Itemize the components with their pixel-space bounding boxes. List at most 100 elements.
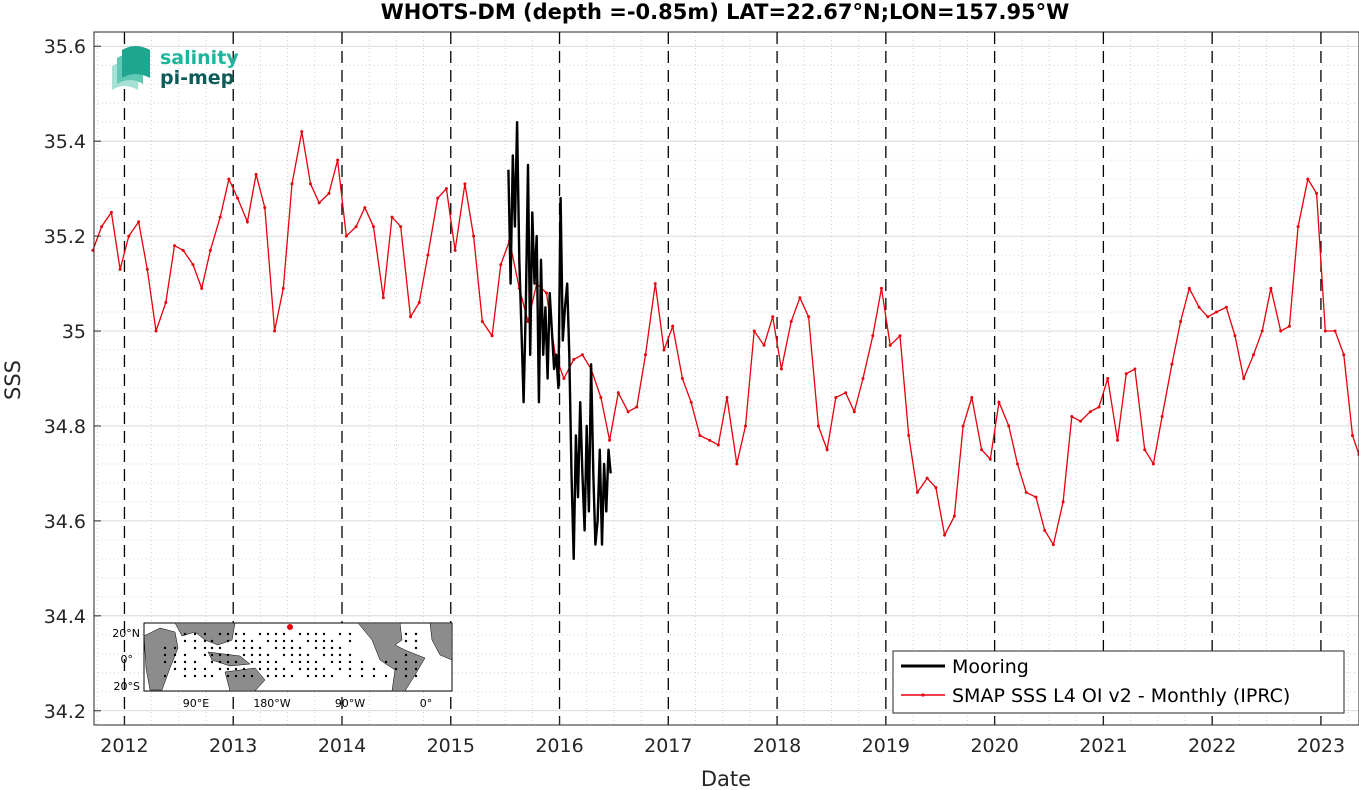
buoy-dot bbox=[218, 646, 222, 650]
inset-map: 20°N 0° 20°S 90°E 180°W 90°W 0° bbox=[112, 622, 453, 710]
smap-point bbox=[254, 172, 258, 176]
buoy-dot bbox=[404, 653, 408, 657]
buoy-dot bbox=[210, 646, 214, 650]
buoy-dot bbox=[348, 653, 352, 657]
buoy-dot bbox=[226, 667, 230, 671]
buoy-dot bbox=[338, 653, 342, 657]
buoy-dot bbox=[348, 632, 352, 636]
smap-point bbox=[1224, 305, 1228, 309]
y-tick-label: 35.6 bbox=[44, 36, 86, 58]
buoy-dot bbox=[173, 667, 177, 671]
logo-text-pi-mep: pi-mep bbox=[160, 67, 234, 89]
buoy-dot bbox=[193, 646, 197, 650]
salinity-pi-mep-logo: salinity pi-mep bbox=[112, 46, 239, 90]
smap-point bbox=[572, 358, 576, 362]
y-tick-label: 35 bbox=[62, 321, 86, 343]
buoy-dot bbox=[282, 632, 286, 636]
buoy-dot bbox=[330, 674, 334, 678]
smap-point bbox=[499, 263, 503, 267]
smap-point bbox=[988, 457, 992, 461]
buoy-dot bbox=[210, 660, 214, 664]
buoy-dot bbox=[306, 674, 310, 678]
smap-point bbox=[1233, 334, 1237, 338]
buoy-dot bbox=[322, 653, 326, 657]
buoy-dot bbox=[183, 632, 187, 636]
legend-smap-label: SMAP SSS L4 OI v2 - Monthly (IPRC) bbox=[952, 685, 1290, 707]
buoy-dot bbox=[314, 639, 318, 643]
buoy-dot bbox=[414, 660, 418, 664]
buoy-dot bbox=[384, 674, 388, 678]
smap-point bbox=[1315, 191, 1319, 195]
smap-point bbox=[708, 438, 712, 442]
smap-point bbox=[381, 296, 385, 300]
y-tick-label: 35.4 bbox=[44, 131, 86, 153]
logo-text-salinity: salinity bbox=[160, 47, 239, 69]
smap-point bbox=[164, 301, 168, 305]
smap-point bbox=[580, 353, 584, 357]
buoy-dot bbox=[298, 653, 302, 657]
smap-point bbox=[1160, 414, 1164, 418]
buoy-dot bbox=[274, 639, 278, 643]
buoy-dot bbox=[234, 674, 238, 678]
buoy-dot bbox=[360, 674, 364, 678]
land-africa bbox=[143, 627, 179, 691]
chart-title: WHOTS-DM (depth =-0.85m) LAT=22.67°N;LON… bbox=[381, 0, 1070, 24]
x-tick-label: 2016 bbox=[535, 735, 583, 757]
buoy-dot bbox=[306, 653, 310, 657]
smap-point bbox=[290, 182, 294, 186]
smap-point bbox=[752, 329, 756, 333]
map-lat-label-20n: 20°N bbox=[112, 627, 140, 640]
smap-point bbox=[1170, 362, 1174, 366]
smap-point bbox=[562, 377, 566, 380]
buoy-dot bbox=[282, 646, 286, 650]
smap-point bbox=[771, 315, 775, 319]
buoy-dot bbox=[226, 639, 230, 643]
smap-point bbox=[354, 225, 358, 229]
buoy-dot bbox=[322, 646, 326, 650]
buoy-dot bbox=[163, 653, 167, 657]
buoy-dot bbox=[183, 660, 187, 664]
smap-point bbox=[300, 130, 304, 134]
buoy-dot bbox=[163, 646, 167, 650]
smap-point bbox=[671, 324, 675, 328]
smap-point bbox=[907, 433, 911, 437]
buoy-dot bbox=[330, 660, 334, 664]
smap-point bbox=[698, 433, 702, 437]
smap-point bbox=[915, 490, 919, 494]
smap-point bbox=[608, 438, 612, 442]
smap-point bbox=[472, 234, 476, 238]
smap-point bbox=[372, 225, 376, 229]
smap-point bbox=[1015, 462, 1019, 466]
buoy-dot bbox=[338, 667, 342, 671]
buoy-dot bbox=[203, 646, 207, 650]
buoy-dot bbox=[314, 674, 318, 678]
buoy-dot bbox=[322, 632, 326, 636]
smap-point bbox=[1043, 528, 1047, 532]
smap-point bbox=[363, 206, 367, 210]
buoy-dot bbox=[250, 639, 254, 643]
smap-point bbox=[308, 182, 312, 186]
y-tick-label: 34.8 bbox=[44, 416, 86, 438]
smap-point bbox=[1215, 310, 1219, 314]
smap-point bbox=[490, 334, 494, 338]
buoy-dot bbox=[348, 674, 352, 678]
smap-point bbox=[1206, 315, 1210, 319]
smap-point bbox=[154, 329, 158, 333]
map-lon-label-0: 0° bbox=[420, 697, 433, 710]
smap-point bbox=[1007, 424, 1011, 428]
smap-point bbox=[317, 201, 321, 205]
smap-point bbox=[1260, 329, 1264, 333]
smap-point bbox=[871, 334, 875, 338]
buoy-dot bbox=[250, 653, 254, 657]
x-tick-label: 2019 bbox=[862, 735, 910, 757]
buoy-dot bbox=[306, 667, 310, 671]
buoy-dot bbox=[163, 674, 167, 678]
buoy-dot bbox=[404, 667, 408, 671]
year-boundary-lines bbox=[123, 32, 1322, 725]
smap-point bbox=[716, 443, 720, 447]
smap-point bbox=[200, 286, 204, 290]
buoy-dot bbox=[183, 674, 187, 678]
smap-point bbox=[181, 248, 185, 252]
smap-point bbox=[1106, 377, 1110, 380]
